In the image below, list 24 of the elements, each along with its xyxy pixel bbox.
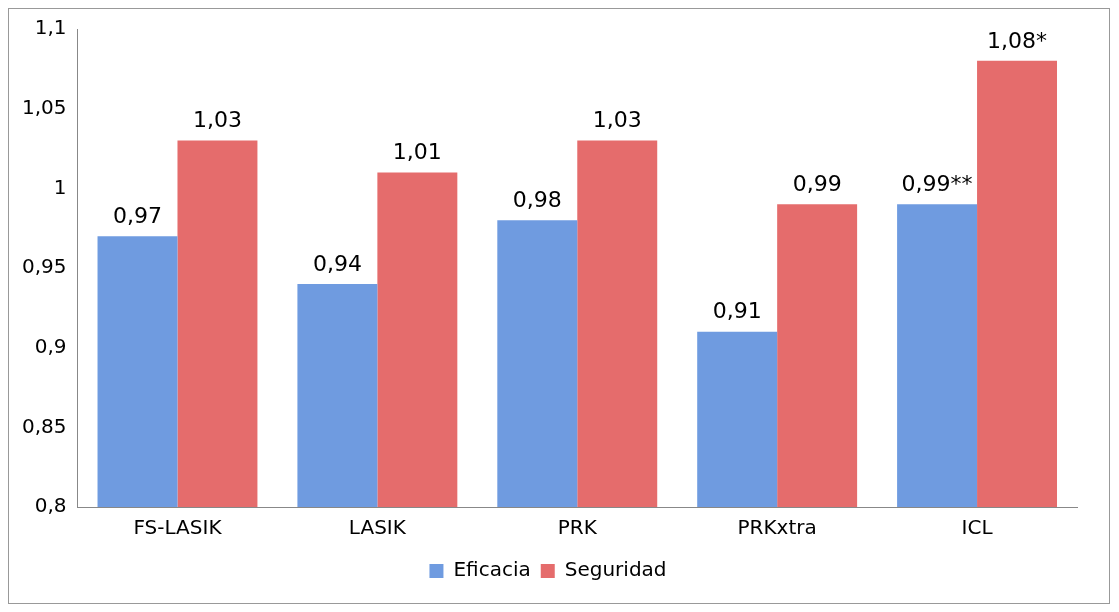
x-tick-label: PRK (557, 515, 598, 540)
data-label: 1,01 (392, 139, 442, 165)
data-label: 1,03 (592, 107, 642, 133)
y-tick-label: 0,85 (22, 413, 67, 438)
y-tick-label: 1,05 (22, 94, 67, 119)
data-label: 0,98 (512, 186, 562, 212)
x-tick-label: LASIK (348, 515, 407, 540)
y-tick-label: 0,8 (34, 493, 67, 518)
data-label: 0,97 (113, 202, 162, 228)
x-tick-label: FS-LASIK (133, 515, 223, 540)
x-tick-label: ICL (961, 515, 994, 540)
legend-label: Eficacia (453, 557, 531, 582)
data-label: 1,03 (192, 107, 242, 133)
data-label: 0,94 (312, 250, 362, 276)
y-tick-label: 0,95 (22, 254, 67, 279)
data-label: 0,91 (712, 298, 762, 324)
y-tick-label: 0,9 (34, 333, 67, 358)
y-tick-label: 1,1 (34, 15, 67, 40)
y-tick-label: 1 (53, 174, 67, 199)
data-label: 0,99 (792, 170, 842, 196)
data-label: 0,99** (901, 170, 973, 196)
data-label: 1,08* (987, 27, 1048, 53)
legend-label: Seguridad (564, 557, 667, 582)
x-tick-label: PRKxtra (737, 515, 817, 540)
